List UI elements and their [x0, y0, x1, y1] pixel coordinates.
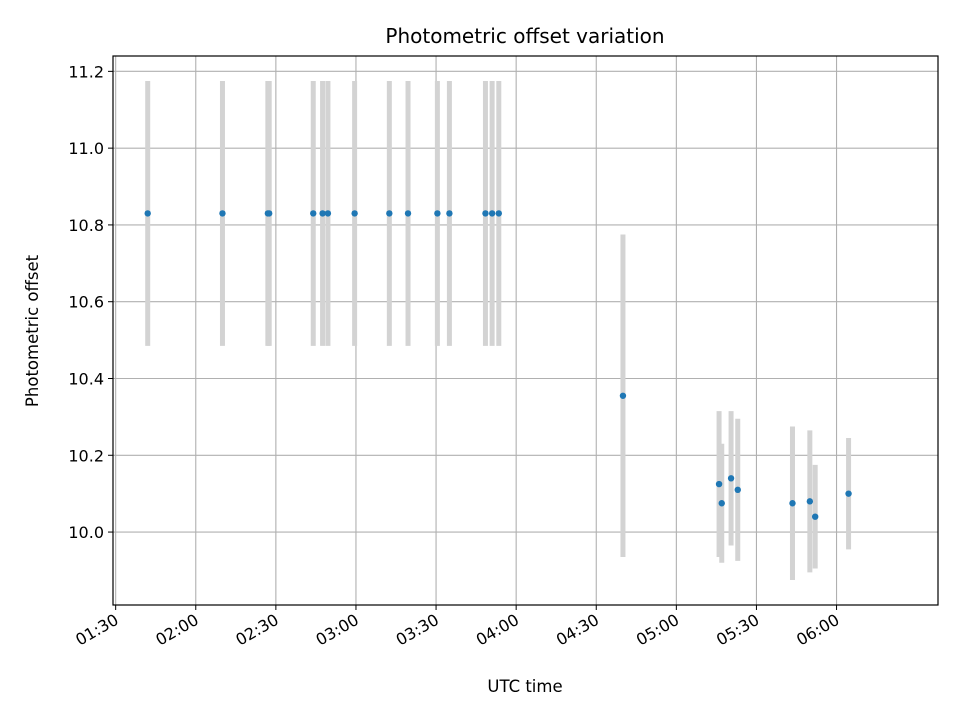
y-tick-label: 10.0 — [68, 523, 104, 542]
y-axis-label: Photometric offset — [23, 254, 42, 407]
data-point — [495, 210, 503, 217]
y-tick-label: 10.4 — [68, 369, 104, 388]
data-point — [789, 500, 796, 507]
data-point — [488, 210, 496, 217]
data-point — [265, 210, 273, 217]
data-point — [482, 210, 489, 217]
y-axis: 10.0 10.2 10.4 10.6 10.8 11.0 11.2 — [68, 62, 113, 542]
data-point — [806, 498, 814, 505]
data-point — [811, 513, 819, 520]
data-point — [219, 210, 226, 217]
data-point — [619, 392, 627, 399]
data-point — [310, 210, 317, 217]
data-point — [718, 500, 725, 507]
data-point — [715, 480, 723, 488]
data-point — [434, 210, 441, 217]
data-point — [845, 490, 852, 497]
data-point — [319, 210, 326, 217]
data-point — [404, 210, 412, 217]
y-tick-label: 11.2 — [68, 62, 104, 81]
data-point — [144, 210, 151, 217]
chart-title: Photometric offset variation — [385, 24, 664, 48]
data-point — [324, 210, 332, 217]
y-tick-label: 10.8 — [68, 216, 104, 235]
y-tick-label: 11.0 — [68, 139, 104, 158]
data-point — [351, 210, 358, 217]
data-points — [144, 210, 852, 520]
x-axis-label: UTC time — [487, 677, 562, 696]
data-point — [386, 210, 393, 217]
y-tick-label: 10.2 — [68, 446, 104, 465]
data-point — [446, 210, 453, 217]
data-point — [734, 486, 741, 494]
plot-frame — [112, 55, 939, 606]
y-tick-label: 10.6 — [68, 293, 104, 312]
grid — [113, 56, 938, 605]
data-point — [727, 475, 735, 482]
